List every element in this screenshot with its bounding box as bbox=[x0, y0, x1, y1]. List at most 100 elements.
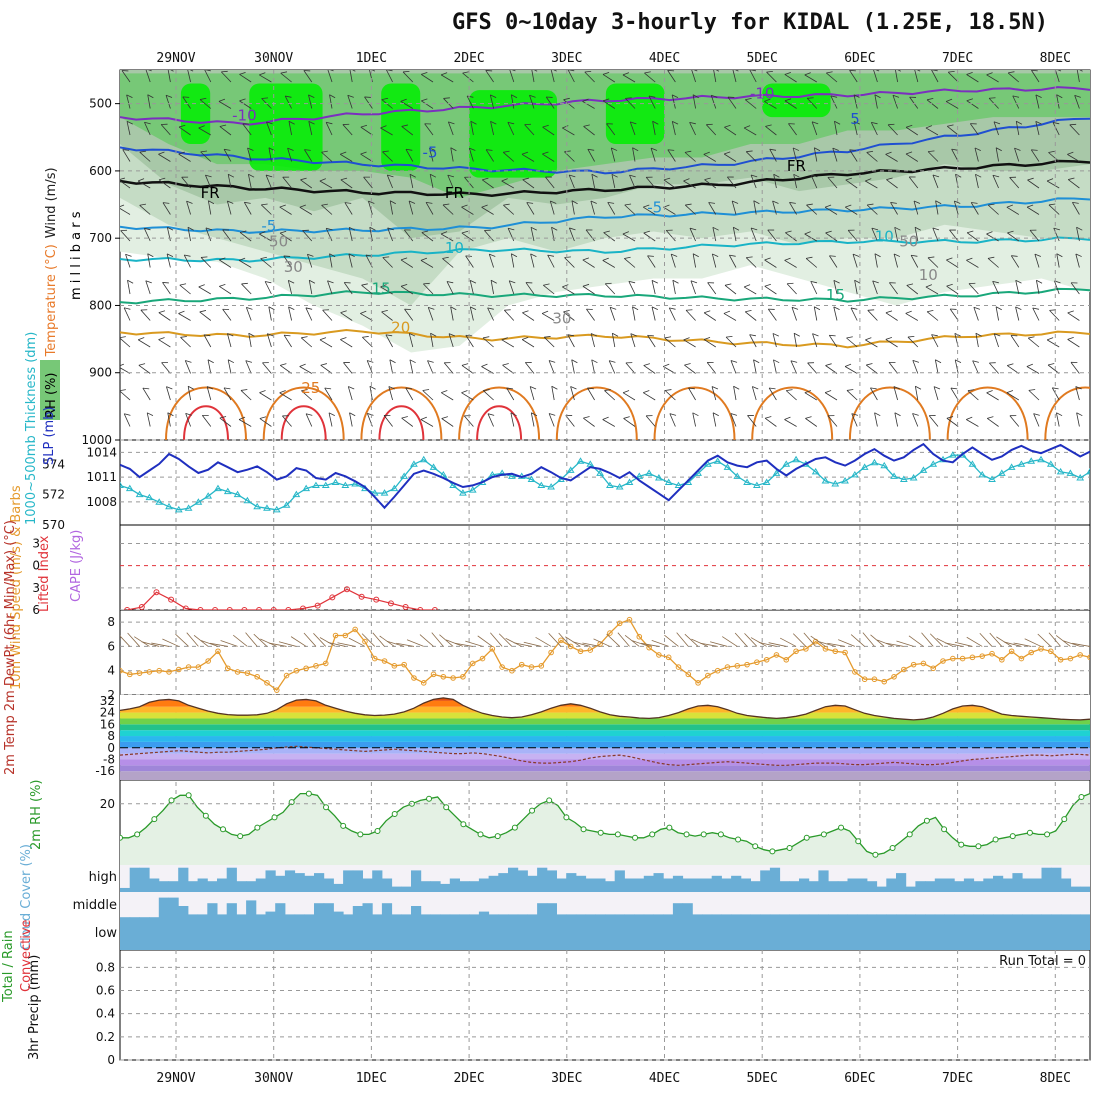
wind-barb bbox=[663, 363, 676, 374]
barb-flag bbox=[905, 151, 913, 155]
rh2m-point bbox=[597, 829, 604, 836]
wind-barb bbox=[1069, 123, 1080, 136]
barb-flag bbox=[691, 70, 698, 72]
barb-staff bbox=[522, 312, 535, 321]
lifted-index-point bbox=[138, 604, 145, 610]
barb-staff bbox=[1076, 227, 1080, 242]
barb-staff bbox=[347, 386, 353, 401]
wind10-point bbox=[489, 646, 496, 652]
cloud-bar bbox=[391, 920, 402, 950]
barb-flag bbox=[386, 70, 393, 72]
wind-barb bbox=[218, 98, 232, 109]
barb-staff bbox=[568, 227, 575, 242]
wind-barb bbox=[632, 306, 639, 321]
barb-staff bbox=[465, 255, 474, 268]
wind-barb bbox=[182, 96, 191, 109]
barb-staff bbox=[349, 70, 353, 83]
barb-staff bbox=[630, 333, 636, 348]
wind10-barb bbox=[127, 632, 140, 647]
barb-staff bbox=[773, 174, 777, 189]
barb-flag bbox=[227, 359, 235, 364]
wind-barb bbox=[767, 229, 777, 242]
barb-staff bbox=[1010, 335, 1020, 348]
barb-flag bbox=[324, 387, 332, 390]
wind10-barb bbox=[134, 636, 150, 647]
barb-staff bbox=[954, 641, 973, 647]
wind-barb bbox=[866, 150, 878, 162]
barb-flag bbox=[713, 70, 720, 72]
barb-staff bbox=[586, 308, 595, 321]
wind-barb bbox=[485, 149, 494, 162]
barb-staff bbox=[751, 386, 757, 401]
barb-flag bbox=[950, 308, 957, 310]
barb-flag bbox=[931, 334, 938, 337]
barb-flag bbox=[462, 71, 469, 74]
barb-staff bbox=[226, 200, 232, 215]
barb-flag bbox=[967, 389, 975, 392]
barb-staff bbox=[773, 359, 777, 374]
barb-staff bbox=[242, 123, 252, 136]
wind10-barb bbox=[361, 633, 376, 647]
date-label-top: 7DEC bbox=[942, 51, 973, 66]
wind-barb bbox=[328, 412, 335, 427]
wind-barb bbox=[142, 387, 151, 401]
wind-barb bbox=[931, 334, 939, 348]
wind-barb bbox=[120, 363, 131, 374]
wind-barb bbox=[120, 389, 131, 401]
barb-flag bbox=[340, 310, 347, 314]
wind-barb bbox=[1056, 412, 1063, 427]
barb-flag bbox=[871, 122, 878, 125]
cloud-bar bbox=[469, 920, 480, 950]
barb-flag bbox=[542, 124, 549, 128]
barb-staff bbox=[141, 641, 160, 647]
barb-staff bbox=[223, 387, 232, 401]
rh2m-point bbox=[941, 826, 948, 833]
wind-barb bbox=[1046, 337, 1060, 348]
barb-staff bbox=[221, 71, 232, 83]
barb-flag bbox=[824, 390, 832, 394]
barb-staff bbox=[768, 642, 787, 647]
barb-flag bbox=[1027, 177, 1034, 181]
wind-barb bbox=[219, 416, 232, 427]
wind-barb bbox=[409, 359, 416, 374]
wind-barb bbox=[804, 231, 818, 242]
barb-staff bbox=[120, 390, 131, 401]
wind-barb bbox=[608, 360, 616, 374]
barb-staff bbox=[793, 333, 797, 348]
barb-staff bbox=[313, 633, 327, 647]
barb-flag bbox=[966, 98, 973, 102]
barb-staff bbox=[710, 95, 717, 109]
cloud-bar bbox=[1051, 867, 1062, 892]
wind-barb bbox=[1049, 309, 1060, 321]
wind-barb bbox=[804, 390, 818, 401]
barb-staff bbox=[327, 280, 333, 295]
barb-flag bbox=[1031, 70, 1038, 72]
temp-band-8 bbox=[120, 724, 1090, 731]
barb-staff bbox=[1027, 337, 1040, 348]
wind-barb bbox=[219, 257, 232, 268]
barb-flag bbox=[712, 412, 719, 417]
rh2m-point bbox=[666, 824, 673, 831]
barb-staff bbox=[629, 174, 636, 189]
barb-staff bbox=[749, 70, 757, 83]
barb-flag bbox=[804, 72, 811, 76]
barb-staff bbox=[259, 74, 272, 83]
wind-barb bbox=[684, 150, 696, 162]
barb-staff bbox=[138, 339, 151, 348]
wind-barb bbox=[510, 253, 518, 268]
wind-barb bbox=[409, 173, 416, 189]
barb-flag bbox=[1015, 306, 1022, 310]
barb-flag bbox=[646, 415, 653, 417]
barb-flag bbox=[421, 71, 428, 75]
wind10-barb bbox=[996, 636, 1012, 647]
barb-staff bbox=[806, 204, 818, 215]
cloud-bar bbox=[265, 911, 276, 920]
barb-flag bbox=[623, 416, 630, 419]
wind-barb bbox=[461, 230, 474, 242]
barb-staff bbox=[368, 200, 373, 215]
wind-barb bbox=[178, 310, 191, 321]
wind-barb bbox=[729, 254, 737, 268]
barb-staff bbox=[892, 95, 898, 109]
wind10-point bbox=[744, 661, 750, 668]
barb-flag bbox=[139, 203, 147, 206]
